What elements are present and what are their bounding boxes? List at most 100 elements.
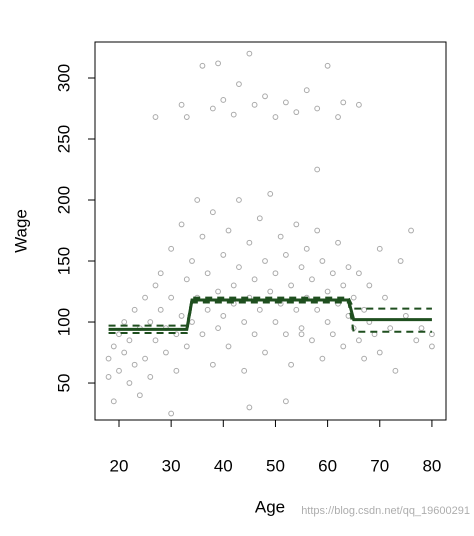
point bbox=[215, 325, 221, 332]
point bbox=[246, 239, 253, 246]
point bbox=[121, 319, 128, 325]
point bbox=[314, 306, 321, 313]
point bbox=[324, 319, 331, 325]
point bbox=[408, 227, 414, 234]
y-tick-label: 50 bbox=[54, 374, 73, 393]
point bbox=[382, 294, 388, 301]
point bbox=[131, 361, 138, 368]
point bbox=[387, 325, 394, 332]
point bbox=[183, 276, 190, 283]
point bbox=[256, 306, 263, 313]
y-axis-label: Wage bbox=[11, 209, 30, 253]
point bbox=[392, 367, 399, 374]
point bbox=[413, 337, 420, 344]
point bbox=[136, 392, 143, 399]
point bbox=[397, 258, 404, 264]
x-tick-label: 80 bbox=[422, 456, 441, 475]
point bbox=[236, 197, 242, 203]
point bbox=[272, 114, 279, 120]
point bbox=[335, 114, 341, 120]
point bbox=[121, 349, 128, 356]
point bbox=[220, 97, 227, 103]
point bbox=[178, 221, 185, 228]
point bbox=[209, 105, 216, 112]
x-tick-label: 70 bbox=[370, 456, 389, 475]
point bbox=[220, 313, 227, 319]
point bbox=[173, 331, 180, 338]
point bbox=[225, 343, 232, 350]
point bbox=[251, 331, 258, 338]
x-tick-label: 30 bbox=[162, 456, 181, 475]
y-tick-label: 300 bbox=[54, 64, 73, 92]
point bbox=[126, 380, 133, 386]
point bbox=[288, 282, 295, 289]
point bbox=[376, 349, 383, 356]
point bbox=[324, 288, 331, 295]
point bbox=[356, 337, 362, 344]
plot-frame bbox=[94, 41, 447, 421]
x-tick-label: 40 bbox=[214, 456, 233, 475]
x-tick-label: 50 bbox=[266, 456, 285, 475]
point bbox=[298, 264, 305, 271]
confidence-band bbox=[108, 301, 432, 335]
point bbox=[361, 306, 368, 313]
point bbox=[157, 270, 164, 277]
y-tick-label: 100 bbox=[54, 308, 73, 336]
point bbox=[309, 276, 315, 283]
point bbox=[340, 282, 347, 289]
confidence-band bbox=[108, 296, 432, 327]
point bbox=[183, 114, 190, 120]
fit-line bbox=[108, 298, 432, 331]
point bbox=[329, 270, 336, 277]
point bbox=[282, 99, 289, 106]
point bbox=[246, 404, 253, 411]
point bbox=[293, 306, 300, 313]
point bbox=[142, 294, 148, 301]
point bbox=[272, 270, 279, 277]
point bbox=[277, 233, 284, 240]
point bbox=[199, 62, 206, 69]
point bbox=[298, 325, 305, 332]
point bbox=[329, 331, 336, 338]
point bbox=[361, 355, 368, 362]
point bbox=[272, 319, 279, 325]
point bbox=[324, 62, 331, 69]
point bbox=[256, 215, 263, 222]
point bbox=[309, 337, 315, 344]
point bbox=[126, 337, 133, 344]
point bbox=[225, 227, 232, 234]
point bbox=[131, 306, 138, 313]
point bbox=[402, 313, 409, 319]
point bbox=[303, 87, 310, 94]
point bbox=[262, 258, 268, 264]
point bbox=[220, 252, 227, 258]
point bbox=[168, 294, 175, 301]
point bbox=[204, 270, 211, 277]
point bbox=[282, 331, 289, 338]
y-tick-label: 200 bbox=[54, 186, 73, 214]
point bbox=[241, 319, 248, 325]
point bbox=[350, 294, 357, 301]
point bbox=[340, 343, 347, 350]
point bbox=[282, 398, 289, 405]
point bbox=[241, 367, 248, 374]
y-tick-label: 250 bbox=[54, 125, 73, 153]
point bbox=[376, 245, 383, 252]
point bbox=[267, 288, 274, 295]
point bbox=[356, 101, 362, 108]
point bbox=[152, 282, 159, 289]
point bbox=[168, 245, 175, 252]
point bbox=[116, 367, 122, 374]
point bbox=[288, 361, 295, 368]
y-tick-label: 150 bbox=[54, 247, 73, 275]
point bbox=[163, 349, 169, 356]
point bbox=[173, 367, 180, 374]
point bbox=[262, 349, 268, 356]
point bbox=[314, 166, 321, 173]
point bbox=[236, 264, 242, 271]
point bbox=[345, 264, 352, 271]
point bbox=[298, 331, 305, 338]
point bbox=[152, 114, 159, 120]
point bbox=[236, 81, 242, 87]
